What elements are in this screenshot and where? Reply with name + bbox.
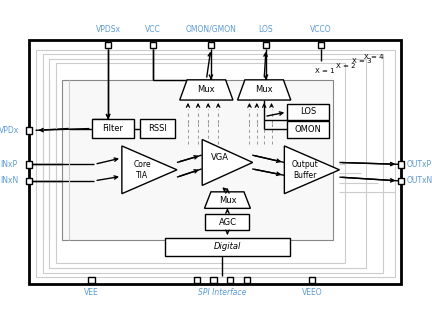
Bar xyxy=(105,42,111,48)
Bar xyxy=(318,42,324,48)
Polygon shape xyxy=(180,80,233,100)
Bar xyxy=(309,277,315,283)
Text: SPI Interface: SPI Interface xyxy=(198,288,246,297)
Text: VPDSx: VPDSx xyxy=(95,25,121,34)
Bar xyxy=(26,177,32,184)
Text: VEE: VEE xyxy=(84,288,99,297)
Text: Mux: Mux xyxy=(219,196,236,205)
Text: Core
TIA: Core TIA xyxy=(133,160,151,180)
Bar xyxy=(263,42,269,48)
Text: X = 4: X = 4 xyxy=(364,54,384,60)
Text: OMON: OMON xyxy=(295,125,322,134)
Polygon shape xyxy=(122,146,177,194)
Text: X = 1: X = 1 xyxy=(315,68,335,74)
Text: Output
Buffer: Output Buffer xyxy=(291,160,318,180)
Text: Mux: Mux xyxy=(197,85,215,95)
Bar xyxy=(165,238,290,256)
Text: Digital: Digital xyxy=(214,243,241,251)
Bar xyxy=(194,277,200,283)
Bar xyxy=(398,177,404,184)
Bar xyxy=(398,161,404,167)
Bar xyxy=(89,277,95,283)
Text: VPDx: VPDx xyxy=(0,126,19,135)
Polygon shape xyxy=(238,80,291,100)
Text: INxN: INxN xyxy=(0,176,18,185)
Text: OUTxP: OUTxP xyxy=(407,160,432,169)
Text: VCCO: VCCO xyxy=(310,25,332,34)
Text: Filter: Filter xyxy=(102,124,123,133)
Bar xyxy=(227,277,233,283)
Text: OMON/GMON: OMON/GMON xyxy=(185,25,236,34)
Bar xyxy=(210,277,217,283)
Bar xyxy=(29,40,401,284)
Bar xyxy=(140,119,175,138)
Bar xyxy=(43,54,383,273)
Bar xyxy=(287,104,329,120)
Bar xyxy=(92,119,134,138)
Text: VEEO: VEEO xyxy=(302,288,322,297)
Bar xyxy=(36,49,394,277)
Text: X = 2: X = 2 xyxy=(337,63,356,69)
Bar xyxy=(150,42,156,48)
Polygon shape xyxy=(204,192,251,208)
Bar xyxy=(56,63,345,264)
Text: LOS: LOS xyxy=(300,107,316,116)
Text: RSSI: RSSI xyxy=(148,124,167,133)
Text: Mux: Mux xyxy=(255,85,273,95)
Bar xyxy=(208,42,214,48)
Bar xyxy=(205,214,249,230)
Bar xyxy=(287,121,329,138)
Text: AGC: AGC xyxy=(219,218,236,227)
Text: INxP: INxP xyxy=(0,160,18,169)
Polygon shape xyxy=(202,140,253,185)
Bar xyxy=(26,127,32,134)
Bar xyxy=(49,59,366,268)
Text: X = 3: X = 3 xyxy=(352,59,372,64)
Bar xyxy=(244,277,250,283)
Bar xyxy=(26,161,32,167)
Text: VGA: VGA xyxy=(211,153,229,162)
Text: LOS: LOS xyxy=(259,25,273,34)
Text: VCC: VCC xyxy=(145,25,161,34)
Polygon shape xyxy=(284,146,340,194)
Text: OUTxN: OUTxN xyxy=(406,176,432,185)
Bar xyxy=(62,80,333,240)
